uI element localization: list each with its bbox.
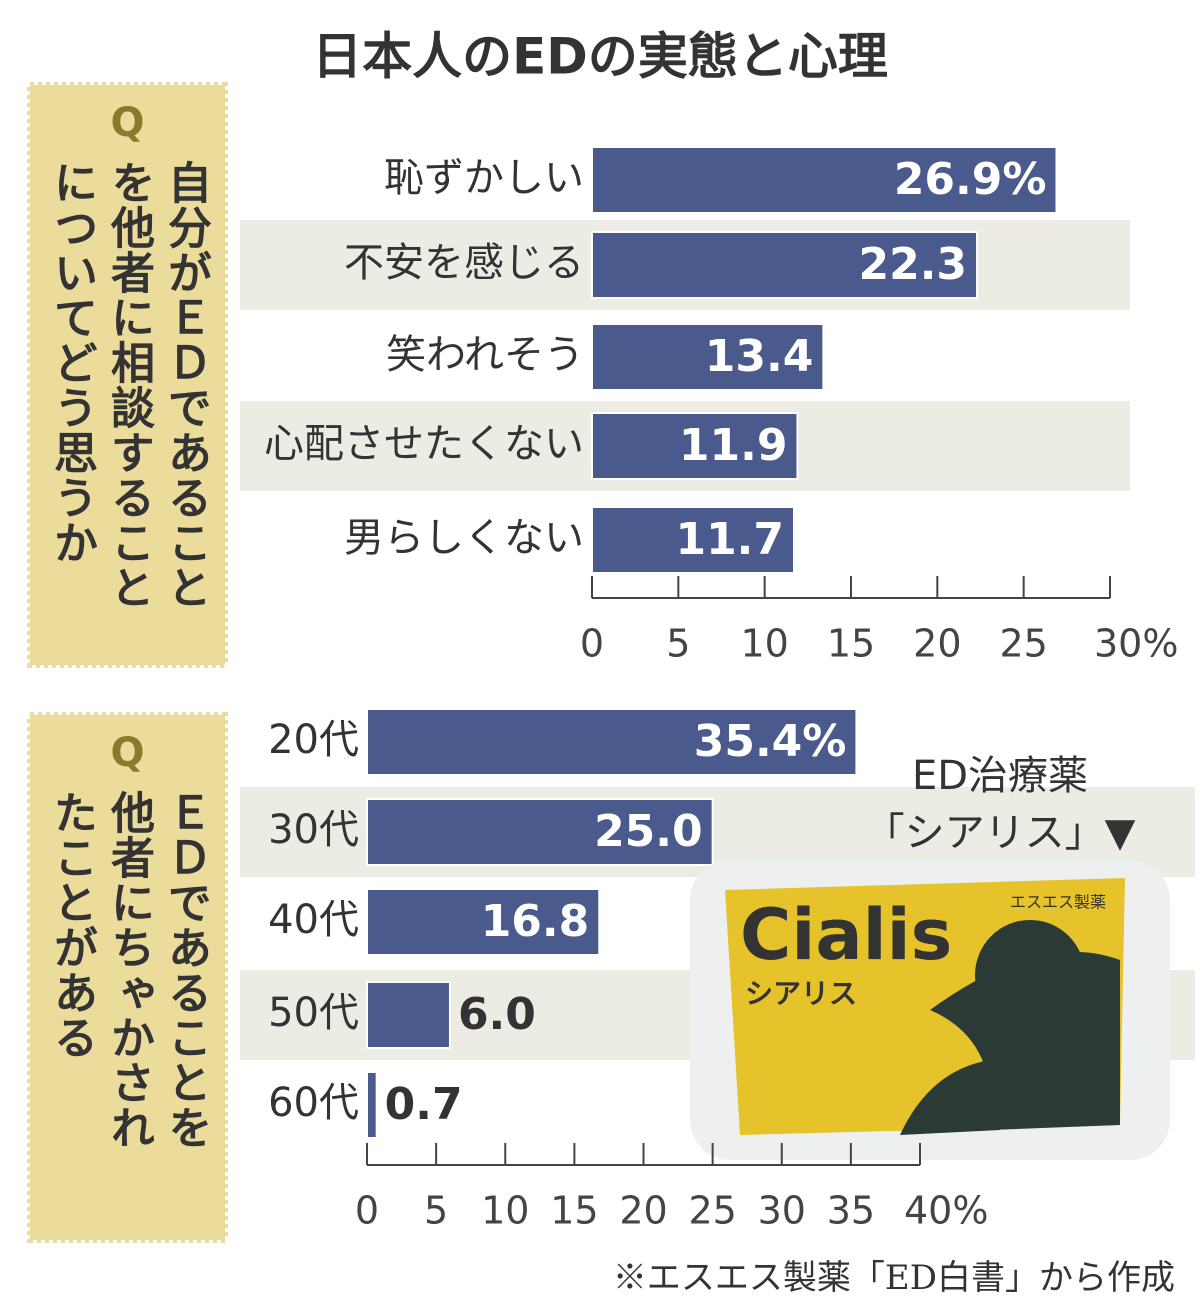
x-tick-label: 25 (999, 622, 1047, 666)
x-tick-label: 30% (1094, 622, 1178, 666)
question-text: たことがある (46, 790, 97, 1060)
value-label: 25.0 (594, 806, 703, 857)
question-panel (27, 712, 228, 1243)
x-tick-label: 0 (580, 622, 604, 666)
value-label: 11.7 (675, 514, 784, 565)
x-tick-label: 20 (913, 622, 961, 666)
x-tick-label: 15 (550, 1189, 598, 1233)
question-mark: Q (110, 730, 145, 776)
bar (366, 981, 451, 1049)
value-label: 35.4% (694, 716, 847, 767)
bar (591, 231, 979, 299)
photo-product: シアリス (745, 977, 857, 1010)
question-mark: Q (110, 100, 145, 146)
x-tick-label: 25 (688, 1189, 736, 1233)
value-label: 0.7 (385, 1079, 463, 1130)
category-label: 40代 (268, 897, 359, 943)
x-tick-label: 10 (740, 622, 788, 666)
question-text: についてどう思うか (46, 160, 97, 565)
x-tick-label: 0 (355, 1189, 379, 1233)
bar (366, 888, 601, 956)
category-label: 男らしくない (344, 515, 584, 561)
category-label: 50代 (268, 990, 359, 1036)
category-label: 30代 (268, 807, 359, 853)
x-tick-label: 5 (424, 1189, 448, 1233)
source-note: ※エスエス製薬「ED白書」から作成 (613, 1258, 1175, 1298)
chart-title: 日本人のEDの実態と心理 (312, 28, 888, 86)
value-label: 13.4 (705, 331, 814, 382)
value-label: 22.3 (858, 239, 967, 290)
photo-caption: ED治療薬 (912, 753, 1088, 799)
photo: Cialis シアリス エスエス製薬 (690, 860, 1170, 1160)
category-label: 心配させたくない (264, 421, 584, 467)
category-label: 笑われそう (386, 332, 584, 378)
x-tick-label: 40% (904, 1189, 988, 1233)
photo-maker: エスエス製薬 (1010, 893, 1106, 912)
question-text: ＥＤであることを (160, 790, 211, 1150)
bar (366, 1071, 378, 1139)
question-text: を他者に相談すること (103, 160, 154, 610)
photo-caption: 「シアリス」▼ (865, 810, 1136, 856)
question-panel (27, 82, 228, 668)
x-tick-label: 15 (827, 622, 875, 666)
bar (366, 798, 714, 866)
question-text: 他者にちゃかされ (103, 790, 154, 1150)
category-label: 20代 (268, 717, 359, 763)
bar (591, 146, 1058, 214)
bar (591, 506, 796, 574)
category-label: 60代 (268, 1080, 359, 1126)
badge (975, 920, 1085, 1030)
category-label: 恥ずかしい (384, 155, 584, 201)
bar (366, 708, 858, 776)
category-label: 不安を感じる (344, 240, 584, 286)
photo-brand: Cialis (740, 894, 952, 976)
bar (591, 412, 799, 480)
x-tick-label: 30 (758, 1189, 806, 1233)
x-tick-label: 35 (827, 1189, 875, 1233)
x-tick-label: 20 (619, 1189, 667, 1233)
question-text: 自分がＥＤであること (160, 160, 211, 610)
x-tick-label: 5 (666, 622, 690, 666)
value-label: 16.8 (481, 896, 590, 947)
x-tick-label: 10 (481, 1189, 529, 1233)
bar (591, 323, 825, 391)
value-label: 11.9 (679, 420, 788, 471)
value-label: 26.9% (894, 154, 1047, 205)
value-label: 6.0 (458, 989, 536, 1040)
box-stripe (900, 1060, 1000, 1135)
